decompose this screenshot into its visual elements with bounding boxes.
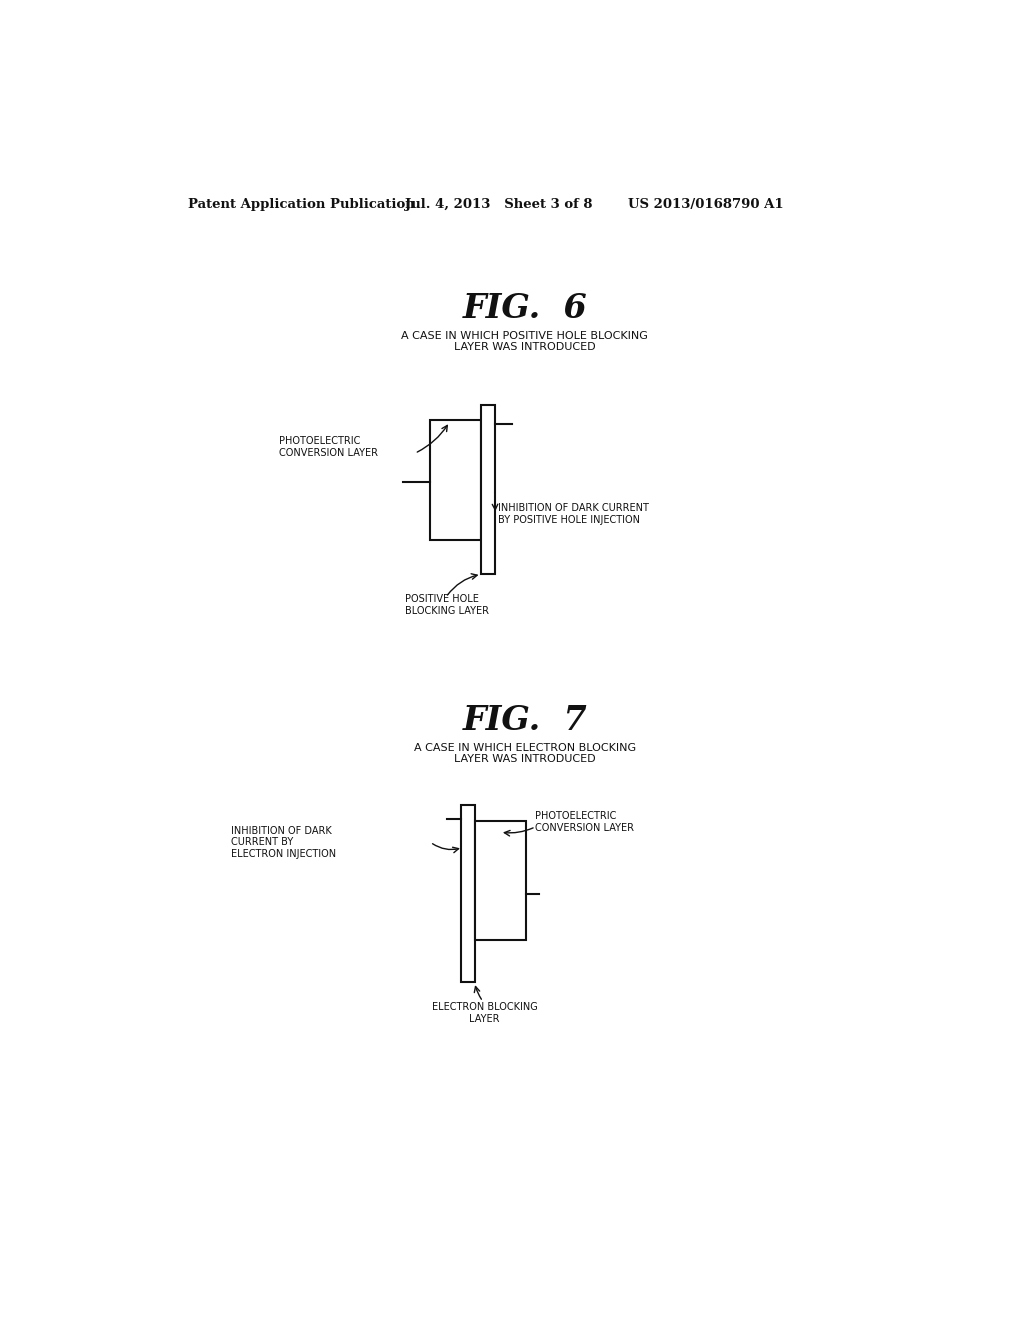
- Text: PHOTOELECTRIC
CONVERSION LAYER: PHOTOELECTRIC CONVERSION LAYER: [535, 812, 634, 833]
- Text: Patent Application Publication: Patent Application Publication: [188, 198, 415, 211]
- Text: A CASE IN WHICH POSITIVE HOLE BLOCKING
LAYER WAS INTRODUCED: A CASE IN WHICH POSITIVE HOLE BLOCKING L…: [401, 331, 648, 352]
- Bar: [461, 805, 475, 982]
- Text: ELECTRON BLOCKING
LAYER: ELECTRON BLOCKING LAYER: [432, 1002, 538, 1024]
- Text: PHOTOELECTRIC
CONVERSION LAYER: PHOTOELECTRIC CONVERSION LAYER: [279, 437, 378, 458]
- Bar: [430, 420, 480, 540]
- Text: A CASE IN WHICH ELECTRON BLOCKING
LAYER WAS INTRODUCED: A CASE IN WHICH ELECTRON BLOCKING LAYER …: [414, 743, 636, 764]
- Text: Jul. 4, 2013   Sheet 3 of 8: Jul. 4, 2013 Sheet 3 of 8: [406, 198, 593, 211]
- Text: FIG.  6: FIG. 6: [463, 292, 587, 325]
- Text: POSITIVE HOLE
BLOCKING LAYER: POSITIVE HOLE BLOCKING LAYER: [406, 594, 489, 616]
- Text: INHIBITION OF DARK CURRENT
BY POSITIVE HOLE INJECTION: INHIBITION OF DARK CURRENT BY POSITIVE H…: [499, 503, 649, 525]
- Bar: [475, 821, 525, 940]
- Text: US 2013/0168790 A1: US 2013/0168790 A1: [628, 198, 783, 211]
- Bar: [480, 405, 495, 574]
- Text: INHIBITION OF DARK
CURRENT BY
ELECTRON INJECTION: INHIBITION OF DARK CURRENT BY ELECTRON I…: [230, 825, 336, 859]
- Text: FIG.  7: FIG. 7: [463, 704, 587, 737]
